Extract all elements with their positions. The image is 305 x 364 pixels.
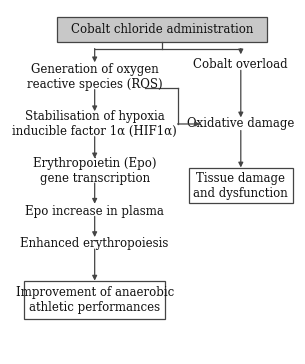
Text: Oxidative damage: Oxidative damage bbox=[187, 118, 295, 130]
Text: Cobalt chloride administration: Cobalt chloride administration bbox=[71, 23, 253, 36]
Text: Stabilisation of hypoxia
inducible factor 1α (HIF1α): Stabilisation of hypoxia inducible facto… bbox=[12, 110, 177, 138]
FancyBboxPatch shape bbox=[57, 17, 267, 42]
Text: Cobalt overload: Cobalt overload bbox=[193, 58, 288, 71]
Text: Enhanced erythropoiesis: Enhanced erythropoiesis bbox=[20, 237, 169, 250]
FancyBboxPatch shape bbox=[24, 281, 165, 319]
Text: Improvement of anaerobic
athletic performances: Improvement of anaerobic athletic perfor… bbox=[16, 286, 174, 314]
FancyBboxPatch shape bbox=[189, 169, 293, 203]
Text: Epo increase in plasma: Epo increase in plasma bbox=[25, 205, 164, 218]
Text: Erythropoietin (Epo)
gene transcription: Erythropoietin (Epo) gene transcription bbox=[33, 157, 156, 185]
Text: Tissue damage
and dysfunction: Tissue damage and dysfunction bbox=[193, 172, 288, 199]
Text: Generation of oxygen
reactive species (ROS): Generation of oxygen reactive species (R… bbox=[27, 63, 163, 91]
